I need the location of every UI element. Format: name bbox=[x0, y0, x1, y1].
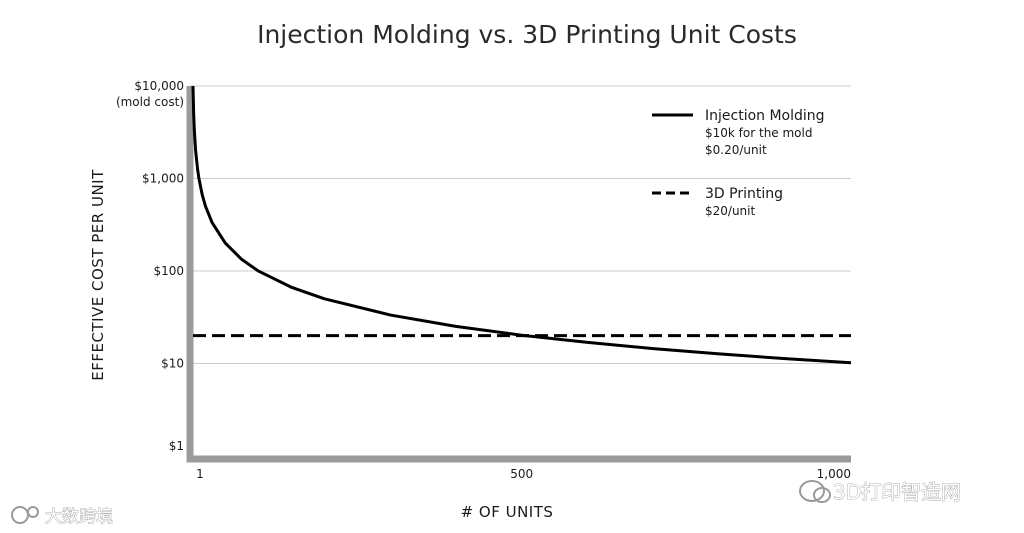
legend: Injection Molding $10k for the mold $0.20/… bbox=[652, 108, 825, 218]
axes bbox=[186, 86, 851, 463]
legend-detail: $20/unit bbox=[705, 204, 755, 218]
chart-title: Injection Molding vs. 3D Printing Unit C… bbox=[257, 20, 797, 49]
watermark-right: 3D打印智造网 bbox=[799, 480, 962, 504]
y-tick-sublabel: (mold cost) bbox=[116, 95, 184, 109]
x-tick-label: 1 bbox=[196, 467, 204, 481]
x-axis-label: # OF UNITS bbox=[461, 503, 554, 521]
y-tick-labels: $10,000 (mold cost) $1,000 $100 $10 $1 bbox=[116, 79, 184, 453]
y-tick-label: $100 bbox=[153, 264, 184, 278]
series-layer bbox=[191, 85, 852, 365]
y-tick-label: $10,000 bbox=[134, 79, 184, 93]
grid bbox=[190, 85, 851, 364]
x-tick-labels: 1 500 1,000 bbox=[196, 467, 851, 481]
y-tick-label: $1,000 bbox=[142, 172, 184, 186]
x-tick-label: 1,000 bbox=[817, 467, 851, 481]
watermark-left: 大数跨境 bbox=[11, 506, 113, 527]
watermark-left-text: 大数跨境 bbox=[45, 507, 113, 527]
y-tick-label: $10 bbox=[161, 357, 184, 371]
legend-label-0: Injection Molding bbox=[705, 108, 825, 124]
watermark-right-logo bbox=[799, 480, 825, 502]
series-line-0 bbox=[191, 85, 852, 365]
legend-label-1: 3D Printing bbox=[705, 186, 783, 202]
x-tick-label: 500 bbox=[510, 467, 533, 481]
watermark-left-logo bbox=[11, 506, 29, 524]
watermark-right-text: 3D打印智造网 bbox=[833, 480, 961, 504]
y-tick-label: $1 bbox=[169, 439, 184, 453]
legend-detail: $0.20/unit bbox=[705, 143, 767, 157]
y-axis-label: EFFECTIVE COST PER UNIT bbox=[89, 169, 107, 381]
legend-detail: $10k for the mold bbox=[705, 126, 812, 140]
